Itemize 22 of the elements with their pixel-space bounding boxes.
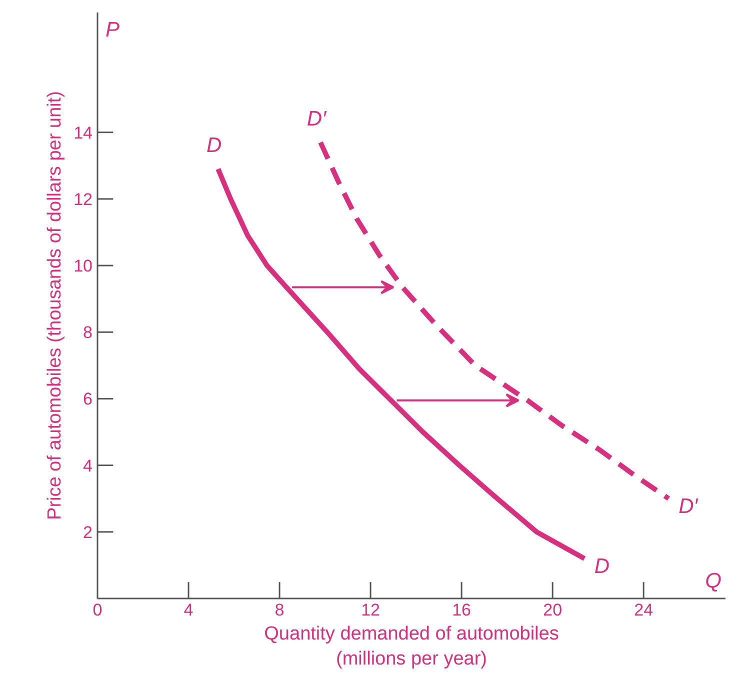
x-tick-label: 20 <box>543 600 562 620</box>
x-axis-title: Quantity demanded of automobiles (millions per year) <box>264 624 559 670</box>
y-tick-label: 2 <box>83 522 93 542</box>
y-tick-label: 4 <box>83 456 93 476</box>
text: D′ <box>306 107 326 130</box>
series-label: D′ <box>678 495 699 518</box>
y-axis-title: Price of automobiles (thousands of dollars per unit) <box>44 91 66 520</box>
y-tick-label: 10 <box>74 256 93 276</box>
annotation: Q <box>705 570 722 592</box>
x-tick-label: 0 <box>92 600 102 620</box>
y-tick-label: 14 <box>74 123 93 142</box>
series-label: D <box>594 555 610 578</box>
text: D <box>206 134 222 157</box>
y-tick-label: 12 <box>74 190 93 209</box>
x-tick-label: 12 <box>361 600 380 620</box>
x-tick-label: 24 <box>634 600 654 620</box>
y-tick-label: 6 <box>83 390 93 409</box>
x-tick-label: 8 <box>274 600 284 620</box>
x-tick-label: 4 <box>184 600 194 620</box>
y-tick-label: 8 <box>83 323 93 342</box>
annotation: P <box>106 18 120 42</box>
x-tick-label: 16 <box>452 600 472 620</box>
